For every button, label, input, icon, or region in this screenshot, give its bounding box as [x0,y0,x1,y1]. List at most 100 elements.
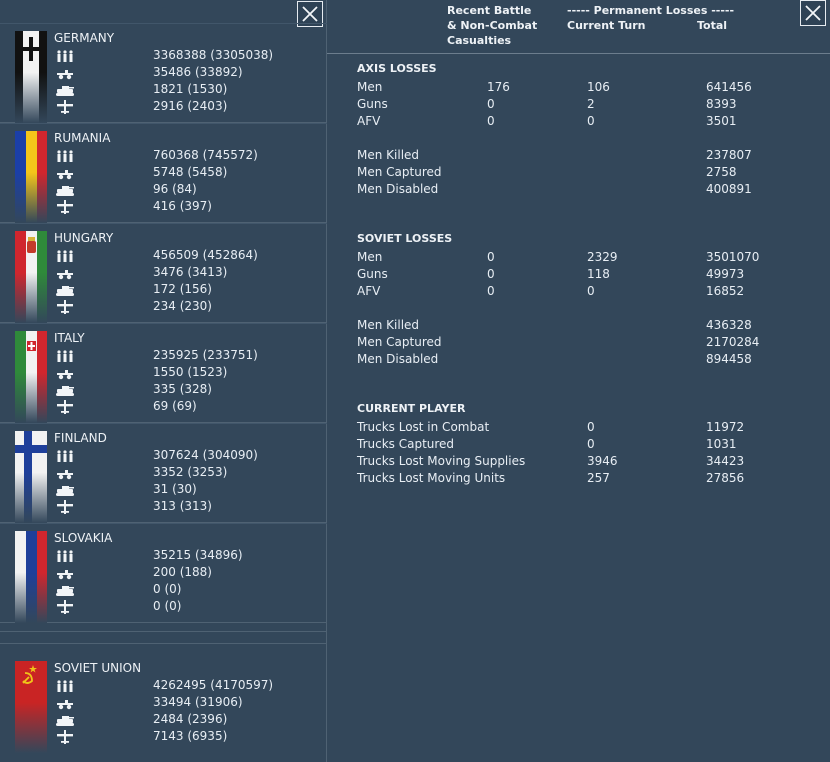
country-hungary[interactable]: HUNGARY 456509 (452864) 3476 (3413) 172 … [0,223,327,323]
afv-row: 0 (0) [56,582,316,599]
header-recent-line3: Casualties [447,34,512,47]
turn-value: 3946 [587,454,618,468]
country-casualties-panel: GERMANY 3368388 (3305038) 35486 (33892) … [0,0,327,762]
afv-value: 335 (328) [153,382,212,396]
recent-value: 0 [487,97,495,111]
total-value: 16852 [706,284,745,298]
guns-value: 200 (188) [153,565,212,579]
men-value: 760368 (745572) [153,148,258,162]
aircraft-icon [56,600,74,614]
aircraft-row: 0 (0) [56,599,316,616]
country-name: SOVIET UNION [54,661,142,675]
artillery-icon [56,566,74,580]
guns-row: 1550 (1523) [56,365,316,382]
aircraft-icon [56,500,74,514]
left-close-button[interactable] [297,1,323,27]
turn-value: 118 [587,267,610,281]
afv-row: 96 (84) [56,182,316,199]
afv-value: 0 (0) [153,582,182,596]
guns-value: 5748 (5458) [153,165,228,179]
slovakia-flag-icon [15,531,47,623]
right-close-button[interactable] [800,0,826,26]
country-slovakia[interactable]: SLOVAKIA 35215 (34896) 200 (188) 0 (0) 0… [0,523,327,623]
soviet-losses-title: SOVIET LOSSES [357,232,453,245]
guns-value: 3476 (3413) [153,265,228,279]
guns-value: 35486 (33892) [153,65,243,79]
artillery-icon [56,696,74,710]
total-value: 237807 [706,148,752,162]
turn-value: 2329 [587,250,618,264]
total-value: 894458 [706,352,752,366]
total-value: 27856 [706,471,745,485]
afv-row: 335 (328) [56,382,316,399]
men-row: 35215 (34896) [56,548,316,565]
recent-value: 176 [487,80,510,94]
soviet-union-flag-icon [15,661,47,753]
men-value: 307624 (304090) [153,448,258,462]
current-player-title: CURRENT PLAYER [357,402,466,415]
aircraft-row: 313 (313) [56,499,316,516]
total-value: 641456 [706,80,752,94]
aircraft-icon [56,730,74,744]
aircraft-icon [56,400,74,414]
infantry-icon [56,549,74,563]
men-row: 3368388 (3305038) [56,48,316,65]
men-value: 235925 (233751) [153,348,258,362]
header-recent-line1: Recent Battle [447,4,532,17]
header-divider [327,53,830,54]
recent-value: 0 [487,250,495,264]
men-row: 307624 (304090) [56,448,316,465]
guns-value: 1550 (1523) [153,365,228,379]
row-label: Men [357,250,383,264]
men-value: 35215 (34896) [153,548,243,562]
total-value: 49973 [706,267,745,281]
country-italy[interactable]: ITALY 235925 (233751) 1550 (1523) 335 (3… [0,323,327,423]
afv-row: 1821 (1530) [56,82,316,99]
artillery-icon [56,266,74,280]
infantry-icon [56,249,74,263]
recent-value: 0 [487,114,495,128]
aircraft-value: 234 (230) [153,299,212,313]
afv-row: 31 (30) [56,482,316,499]
turn-value: 0 [587,284,595,298]
guns-row: 5748 (5458) [56,165,316,182]
turn-value: 2 [587,97,595,111]
country-name: HUNGARY [54,231,114,245]
aircraft-value: 416 (397) [153,199,212,213]
row-label: Trucks Lost in Combat [357,420,490,434]
country-soviet-union[interactable]: SOVIET UNION 4262495 (4170597) 33494 (31… [0,653,327,753]
aircraft-value: 7143 (6935) [153,729,228,743]
header-total: Total [697,19,728,32]
tank-icon [56,583,74,597]
country-rumania[interactable]: RUMANIA 760368 (745572) 5748 (5458) 96 (… [0,123,327,223]
turn-value: 0 [587,437,595,451]
row-label: Guns [357,267,388,281]
afv-value: 31 (30) [153,482,197,496]
men-row: 760368 (745572) [56,148,316,165]
turn-value: 106 [587,80,610,94]
total-value: 436328 [706,318,752,332]
afv-value: 172 (156) [153,282,212,296]
total-value: 8393 [706,97,737,111]
header-current-turn: Current Turn [567,19,646,32]
tank-icon [56,383,74,397]
aircraft-row: 234 (230) [56,299,316,316]
close-icon [302,6,318,22]
country-finland[interactable]: FINLAND 307624 (304090) 3352 (3253) 31 (… [0,423,327,523]
guns-row: 3476 (3413) [56,265,316,282]
country-germany[interactable]: GERMANY 3368388 (3305038) 35486 (33892) … [0,23,327,123]
total-value: 11972 [706,420,745,434]
infantry-icon [56,449,74,463]
aircraft-value: 69 (69) [153,399,197,413]
germany-flag-icon [15,31,47,123]
total-value: 34423 [706,454,745,468]
row-label: Men Captured [357,165,442,179]
afv-value: 96 (84) [153,182,197,196]
men-value: 4262495 (4170597) [153,678,274,692]
tank-icon [56,283,74,297]
country-name: RUMANIA [54,131,111,145]
artillery-icon [56,366,74,380]
tank-icon [56,713,74,727]
row-label: AFV [357,284,381,298]
row-label: Men [357,80,383,94]
